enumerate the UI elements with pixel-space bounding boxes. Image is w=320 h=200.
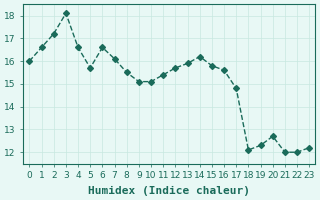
X-axis label: Humidex (Indice chaleur): Humidex (Indice chaleur) [88, 186, 250, 196]
